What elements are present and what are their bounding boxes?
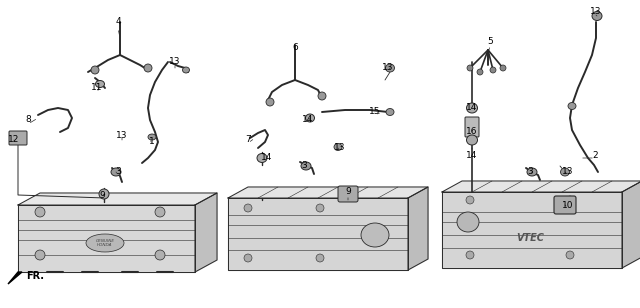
Text: 12: 12 [8,136,20,144]
Text: 16: 16 [467,128,477,136]
Polygon shape [8,272,22,284]
Ellipse shape [386,108,394,116]
Text: 13: 13 [116,131,128,140]
Ellipse shape [99,189,109,199]
Ellipse shape [334,144,342,151]
Text: 14: 14 [302,116,314,124]
Circle shape [477,69,483,75]
Text: FR.: FR. [26,271,44,281]
Ellipse shape [111,168,121,176]
Circle shape [155,207,165,217]
Circle shape [316,204,324,212]
Text: 3: 3 [527,168,533,176]
Polygon shape [228,187,428,198]
Ellipse shape [385,64,394,72]
Circle shape [144,64,152,72]
FancyBboxPatch shape [554,196,576,214]
Ellipse shape [257,153,267,163]
Text: 13: 13 [169,58,180,67]
Text: 13: 13 [382,63,394,72]
Polygon shape [408,187,428,270]
Ellipse shape [561,168,570,176]
Ellipse shape [86,234,124,252]
Circle shape [266,98,274,106]
Circle shape [316,254,324,262]
Polygon shape [18,193,217,205]
Text: 2: 2 [592,151,598,160]
Circle shape [244,204,252,212]
Polygon shape [442,192,622,268]
Polygon shape [18,205,195,272]
Circle shape [466,251,474,259]
Text: 11: 11 [92,83,103,92]
Ellipse shape [361,223,389,247]
Text: 3: 3 [301,160,307,169]
Text: VTEC: VTEC [516,233,544,243]
Text: 13: 13 [334,144,346,152]
Ellipse shape [592,11,602,21]
Text: 1: 1 [149,137,155,147]
Text: 10: 10 [563,201,573,209]
Text: 14: 14 [467,151,477,160]
Ellipse shape [568,103,576,110]
Text: 6: 6 [292,43,298,52]
Ellipse shape [527,168,537,176]
Ellipse shape [457,212,479,232]
Circle shape [467,65,473,71]
Ellipse shape [467,103,477,113]
Text: GENUINE
HONDA: GENUINE HONDA [95,239,115,247]
Text: 7: 7 [245,136,251,144]
Text: 14: 14 [261,153,273,163]
Polygon shape [622,181,640,268]
Polygon shape [228,198,408,270]
Text: 14: 14 [467,103,477,112]
Circle shape [244,254,252,262]
Ellipse shape [305,114,314,122]
Circle shape [490,67,496,73]
Circle shape [566,251,574,259]
Circle shape [91,66,99,74]
FancyBboxPatch shape [338,186,358,202]
Ellipse shape [148,134,156,140]
FancyBboxPatch shape [9,131,27,145]
Ellipse shape [95,80,104,87]
Polygon shape [195,193,217,272]
Circle shape [466,196,474,204]
Circle shape [35,207,45,217]
Circle shape [318,92,326,100]
Text: 9: 9 [99,191,105,200]
Ellipse shape [467,135,477,145]
Ellipse shape [182,67,189,73]
Polygon shape [442,181,640,192]
Text: 3: 3 [115,168,121,176]
Text: 8: 8 [25,116,31,124]
Text: 9: 9 [345,188,351,197]
Ellipse shape [301,162,311,170]
Text: 15: 15 [369,107,381,116]
Text: 13: 13 [590,7,602,17]
Text: 4: 4 [115,18,121,26]
Text: 5: 5 [487,38,493,47]
Circle shape [566,196,574,204]
Circle shape [155,250,165,260]
Circle shape [35,250,45,260]
Text: 13: 13 [563,168,573,176]
FancyBboxPatch shape [465,117,479,137]
Circle shape [500,65,506,71]
